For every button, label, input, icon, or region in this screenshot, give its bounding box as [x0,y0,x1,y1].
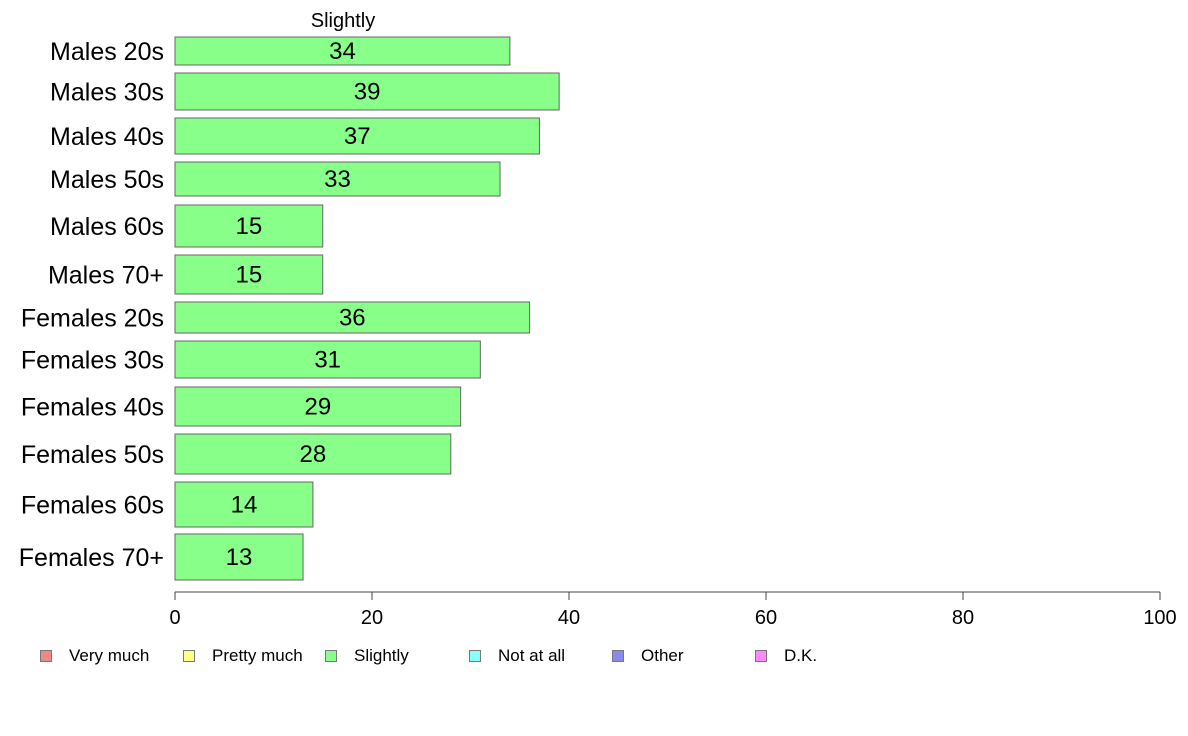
bar-value-label: 29 [304,394,331,421]
category-label: Males 20s [50,38,164,66]
x-tick-label: 0 [169,607,180,629]
bar-value-label: 34 [329,38,356,65]
category-label: Males 50s [50,166,164,194]
legend-label: Pretty much [212,646,303,665]
bar [174,301,531,334]
legend-swatch [469,650,481,662]
bar-value-label: 39 [354,79,381,106]
legend-item: Pretty much [183,646,303,666]
category-label: Males 40s [50,123,164,151]
bar-value-label: 13 [226,544,253,571]
category-labels-group: Males 20s Males 30s Males 40s Males 50s Male… [19,38,164,572]
bar [174,36,511,66]
bar-value-label: 37 [344,123,371,150]
bar [174,533,304,581]
legend-label: Other [641,646,684,665]
bar [174,481,314,528]
category-label: Females 60s [21,492,164,520]
x-tick-label: 80 [952,607,974,629]
bar-value-label: 33 [324,166,351,193]
x-tick-label: 20 [361,607,383,629]
legend-item: Not at all [469,646,565,666]
category-label: Females 50s [21,441,164,469]
legend-label: Not at all [498,646,566,665]
bar [174,340,481,379]
legend-swatch [612,650,624,662]
x-tick-label: 60 [755,607,777,629]
legend-swatch [40,650,52,662]
legend-label: Very much [69,646,150,665]
bar [174,72,560,111]
category-label: Females 30s [21,347,164,375]
category-label: Males 60s [50,213,164,241]
bar-value-label: 14 [231,492,258,519]
bars-group: 34 39 37 33 15 15 36 31 29 28 14 13 [174,36,560,581]
legend-item: Other [612,646,684,666]
legend-swatch [183,650,195,662]
chart-title: Slightly [311,10,375,32]
legend-swatch [325,650,337,662]
legend-label: Slightly [354,646,409,665]
bar [174,204,324,248]
bar-value-label: 15 [236,213,263,240]
category-label: Females 40s [21,394,164,422]
legend-item: Slightly [325,646,409,666]
legend-item: D.K. [755,646,817,666]
bar-value-label: 31 [314,347,341,374]
category-label: Females 20s [21,305,164,333]
x-axis: 0 20 40 60 80 100 [169,591,1177,629]
bar [174,161,501,197]
legend-swatch [755,650,767,662]
bar [174,254,324,295]
category-label: Males 30s [50,79,164,107]
category-label: Males 70+ [48,262,164,290]
legend-item: Very much [40,646,149,666]
bar-value-label: 28 [300,441,327,468]
x-tick-label: 100 [1143,607,1176,629]
bar [174,386,462,427]
bar-value-label: 36 [339,305,366,332]
bar [174,433,452,475]
category-label: Females 70+ [19,544,164,572]
x-tick-label: 40 [558,607,580,629]
bar-value-label: 15 [236,262,263,289]
bar [174,117,540,155]
legend-label: D.K. [784,646,818,665]
